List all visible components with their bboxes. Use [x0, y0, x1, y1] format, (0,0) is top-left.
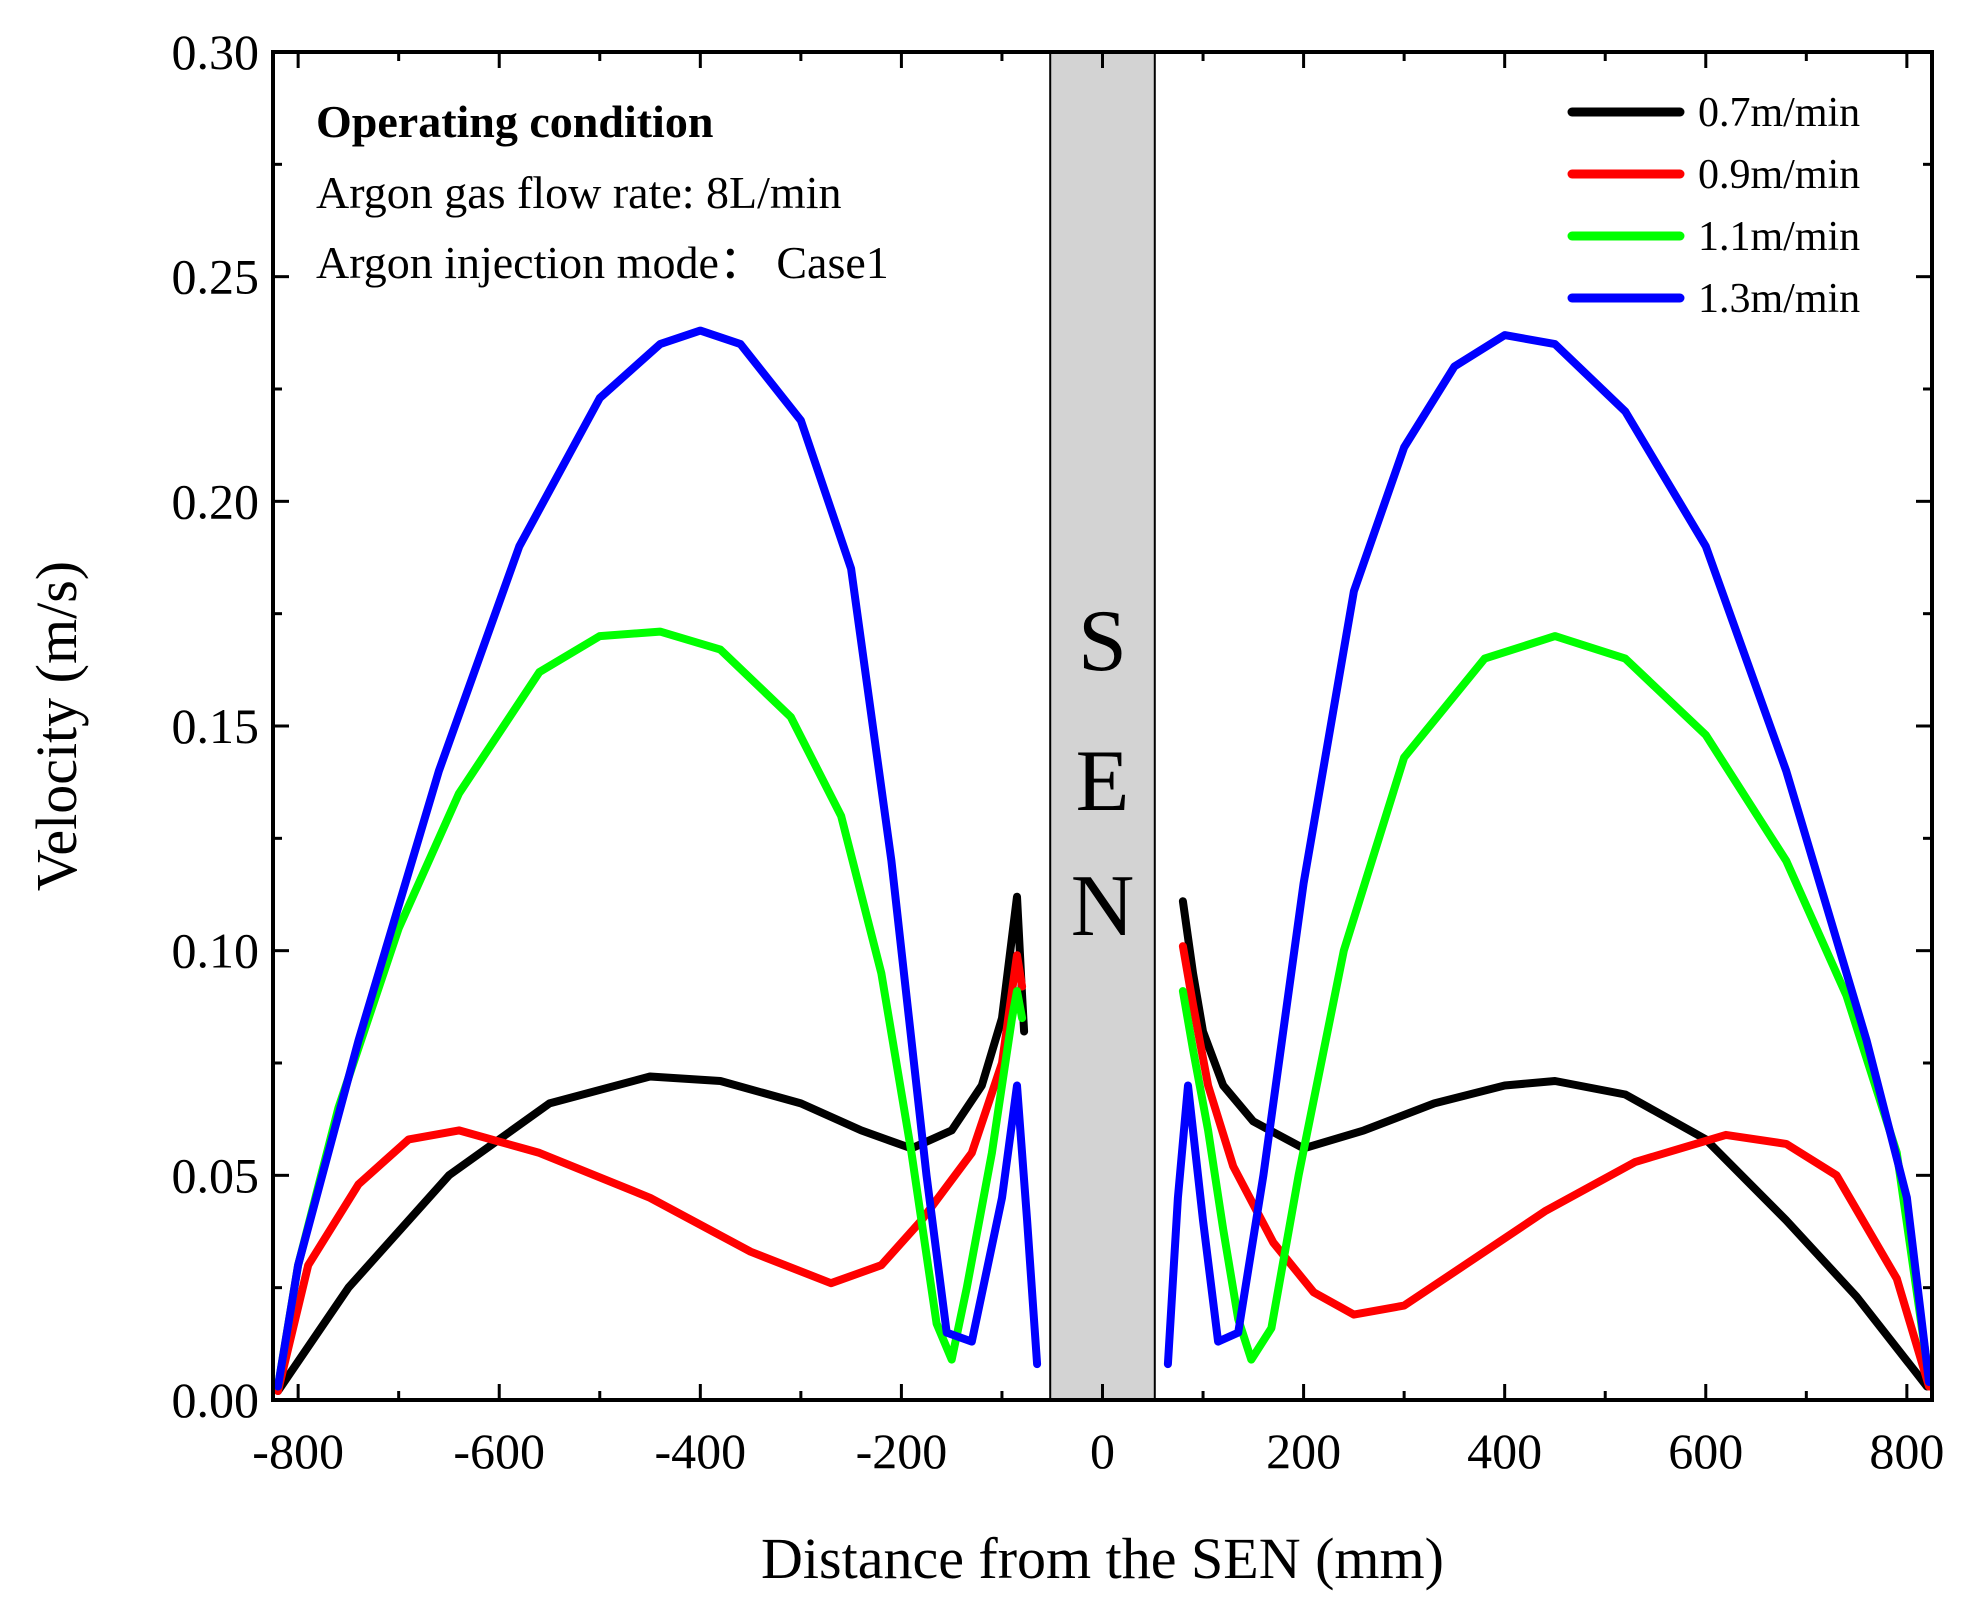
series-group: [274, 326, 1933, 1395]
x-axis-title: Distance from the SEN (mm): [761, 1526, 1444, 1591]
legend-label: 0.9m/min: [1698, 152, 1860, 198]
series-line-0-9m-min-right: [1178, 942, 1933, 1391]
y-tick-label: 0.10: [172, 923, 260, 979]
y-tick-label: 0.20: [172, 473, 260, 529]
legend-label: 1.3m/min: [1698, 276, 1860, 322]
y-tick-label: 0.25: [172, 249, 260, 305]
legend-label: 1.1m/min: [1698, 214, 1860, 260]
legend: 0.7m/min 0.9m/min 1.1m/min 1.3m/min: [1567, 90, 1860, 322]
legend-label: 0.7m/min: [1698, 90, 1860, 136]
ticks-group: -800 -600 -400 -200 0 200 400 600 800 0.00 0.05 0.1…: [172, 24, 1945, 1479]
series-line-0-9m-min-left: [274, 951, 1027, 1395]
sen-letter-s: S: [1078, 593, 1127, 690]
sen-letter-e: E: [1076, 733, 1130, 830]
x-tick-label: -200: [856, 1423, 948, 1479]
x-tick-label: -800: [252, 1423, 344, 1479]
y-tick-label: 0.05: [172, 1147, 260, 1203]
series-line-1-1m-min-left: [274, 627, 1027, 1391]
x-tick-label: 0: [1090, 1423, 1115, 1479]
y-tick-label: 0.30: [172, 24, 260, 80]
x-tick-label: 600: [1668, 1423, 1743, 1479]
annotation-title: Operating condition: [316, 96, 713, 147]
x-tick-label: 800: [1869, 1423, 1944, 1479]
series-line-1-3m-min-right: [1163, 331, 1933, 1386]
x-tick-label: 400: [1467, 1423, 1542, 1479]
y-axis-title: Velocity (m/s): [24, 561, 89, 891]
sen-region: [1049, 51, 1156, 1401]
y-tick-label: 0.15: [172, 698, 260, 754]
x-tick-label: -400: [654, 1423, 746, 1479]
series-line-1-3m-min-left: [274, 326, 1042, 1391]
annotation-line: Argon gas flow rate: 8L/min: [316, 167, 842, 218]
sen-letter-n: N: [1071, 858, 1135, 955]
series-line-0-7m-min-right: [1178, 897, 1931, 1391]
annotation-line: Argon injection mode： Case1: [316, 237, 889, 288]
x-tick-label: -600: [453, 1423, 545, 1479]
series-line-1-1m-min-right: [1178, 632, 1933, 1382]
x-tick-label: 200: [1266, 1423, 1341, 1479]
series-line-0-7m-min-left: [274, 892, 1029, 1395]
y-tick-label: 0.00: [172, 1372, 260, 1428]
